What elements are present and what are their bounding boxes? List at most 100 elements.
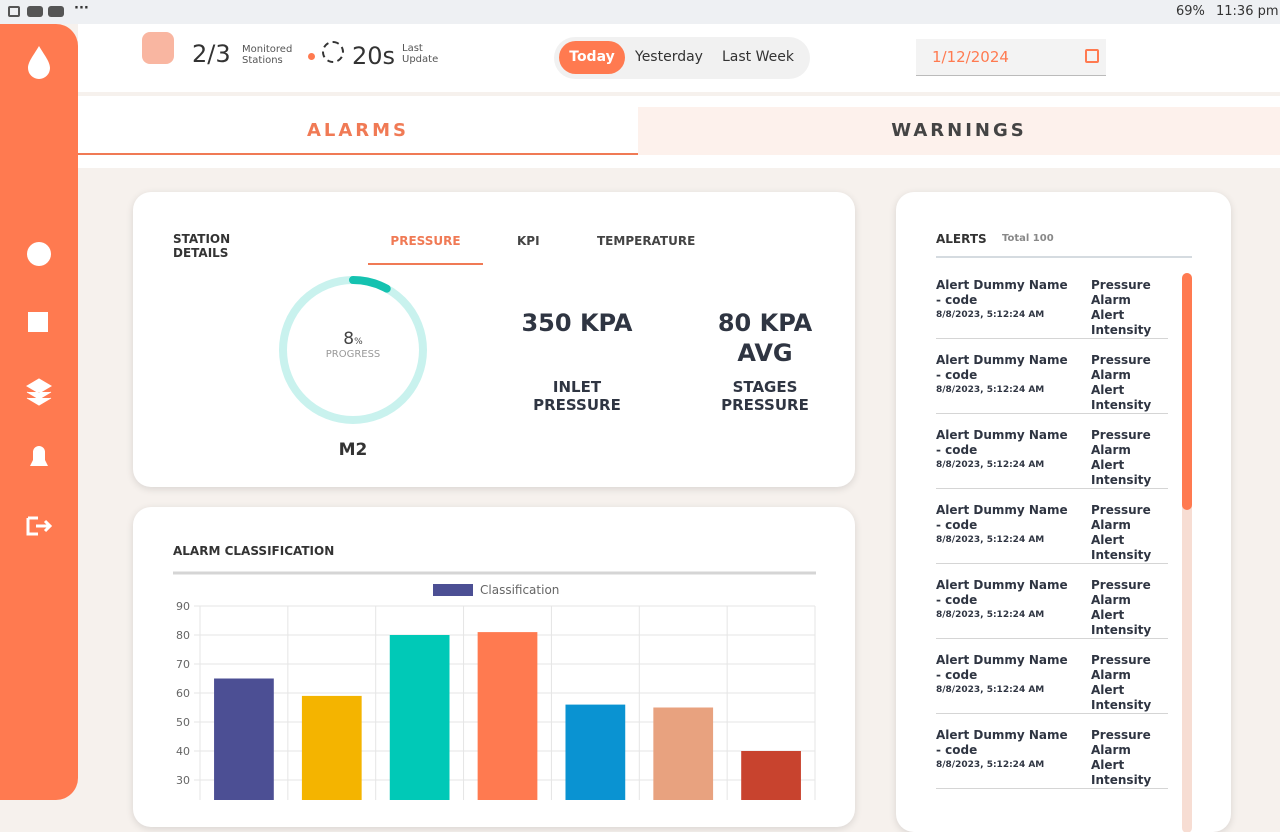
y-tick-label: 50 [176, 716, 190, 729]
scroll-thumb[interactable] [1182, 273, 1192, 510]
tab-kpi[interactable]: KPI [517, 234, 540, 248]
alert-item[interactable]: Alert Dummy Name - code 8/8/2023, 5:12:24… [896, 578, 1176, 653]
alert-item[interactable]: Alert Dummy Name - code 8/8/2023, 5:12:24… [896, 278, 1176, 353]
y-tick-label: 60 [176, 687, 190, 700]
alert-separator [936, 488, 1168, 489]
bar [389, 635, 450, 827]
alert-date: 8/8/2023, 5:12:24 AM [936, 535, 1045, 545]
chart-card: ALARM CLASSIFICATION Classification 30 40 5… [133, 507, 855, 827]
alert-date: 8/8/2023, 5:12:24 AM [936, 610, 1045, 620]
nav-logout[interactable] [26, 516, 53, 536]
alert-type: Pressure Alarm Alert Intensity [1091, 353, 1152, 412]
nav-alerts[interactable] [30, 446, 48, 466]
battery: 69% [1176, 4, 1205, 19]
alert-name: Alert Dummy Name - code [936, 428, 1068, 457]
alert-item[interactable]: Alert Dummy Name - code 8/8/2023, 5:12:24… [896, 428, 1176, 503]
alert-date: 8/8/2023, 5:12:24 AM [936, 760, 1045, 770]
nav-layers[interactable] [26, 378, 52, 406]
tab-warnings[interactable]: WARNINGS [891, 120, 1027, 141]
more-icon: ··· [74, 1, 89, 16]
alert-name: Alert Dummy Name - code [936, 503, 1068, 532]
alert-type: Pressure Alarm Alert Intensity [1091, 503, 1152, 562]
youtube-icon [27, 6, 43, 17]
progress-arc [349, 276, 391, 293]
tab-bar: ALARMS WARNINGS [78, 96, 1280, 168]
station-card: STATION DETAILS PRESSURE KPI TEMPERATURE… [133, 192, 855, 487]
metric-value: 80 KPA AVG [717, 309, 813, 367]
range-last-week[interactable]: Last Week [722, 49, 794, 65]
progress-value: 8 [343, 329, 355, 349]
update-label: Last Update [402, 43, 439, 65]
alert-date: 8/8/2023, 5:12:24 AM [936, 310, 1045, 320]
stations-count: 2/3 [192, 40, 231, 68]
alert-date: 8/8/2023, 5:12:24 AM [936, 685, 1045, 695]
clock: 11:36 pm [1216, 4, 1279, 19]
alert-name: Alert Dummy Name - code [936, 353, 1068, 382]
alerts-card: ALERTS Total 100 Alert Dummy Name - code… [896, 192, 1231, 832]
alert-type: Pressure Alarm Alert Intensity [1091, 653, 1152, 712]
alert-separator [936, 788, 1168, 789]
alerts-rule [936, 256, 1192, 258]
station-name: M2 [338, 440, 368, 460]
alert-date: 8/8/2023, 5:12:24 AM [936, 385, 1045, 395]
alert-type: Pressure Alarm Alert Intensity [1091, 728, 1152, 787]
scroll-track [1182, 273, 1192, 832]
alert-separator [936, 713, 1168, 714]
alert-separator [936, 338, 1168, 339]
calendar-icon[interactable] [1085, 49, 1099, 63]
chart-title: ALARM CLASSIFICATION [173, 544, 334, 558]
logo[interactable] [28, 46, 50, 79]
alerts-title: ALERTS [936, 232, 987, 246]
bar [653, 707, 714, 827]
alert-separator [936, 413, 1168, 414]
station-icon [142, 32, 174, 64]
alert-item[interactable]: Alert Dummy Name - code 8/8/2023, 5:12:24… [896, 503, 1176, 578]
bar [301, 695, 362, 827]
range-yesterday[interactable]: Yesterday [635, 49, 703, 65]
metric-label: INLET PRESSURE [533, 378, 621, 414]
stations-label: Monitored Stations [242, 44, 293, 66]
alert-name: Alert Dummy Name - code [936, 653, 1068, 682]
alert-item[interactable]: Alert Dummy Name - code 8/8/2023, 5:12:24… [896, 653, 1176, 728]
legend-label: Classification [480, 583, 559, 597]
header: 2/3 Monitored Stations 20s Last Update T… [78, 24, 1280, 92]
alert-type: Pressure Alarm Alert Intensity [1091, 428, 1152, 487]
alert-item[interactable]: Alert Dummy Name - code 8/8/2023, 5:12:24… [896, 353, 1176, 428]
chart: ALARM CLASSIFICATION Classification 30 40 5… [173, 544, 816, 827]
bar [214, 678, 274, 827]
alert-separator [936, 563, 1168, 564]
progress-unit: % [354, 337, 363, 347]
update-dot [308, 53, 315, 60]
bar [741, 751, 801, 827]
warnings-tab-bg [638, 107, 1280, 155]
refresh-icon[interactable] [322, 41, 344, 63]
bar [565, 704, 626, 827]
sidebar [0, 24, 78, 800]
tab-alarms[interactable]: ALARMS [306, 120, 410, 141]
status-bar: ··· 69% 11:36 pm [0, 0, 1280, 24]
alert-separator [936, 638, 1168, 639]
alert-type: Pressure Alarm Alert Intensity [1091, 278, 1152, 337]
progress-ring [279, 276, 427, 424]
range-today[interactable]: Today [559, 41, 625, 74]
alert-name: Alert Dummy Name - code [936, 728, 1068, 757]
alert-item[interactable]: Alert Dummy Name - code 8/8/2023, 5:12:24… [896, 728, 1176, 803]
date-input[interactable] [916, 39, 1106, 76]
y-tick-label: 80 [176, 629, 190, 642]
tab-pressure[interactable]: PRESSURE [390, 234, 461, 248]
alert-name: Alert Dummy Name - code [936, 278, 1068, 307]
bar [477, 632, 538, 827]
nav-grid[interactable] [28, 312, 48, 332]
legend-swatch [433, 584, 473, 596]
y-tick-label: 70 [176, 658, 190, 671]
nav-dashboard[interactable] [27, 242, 51, 266]
y-tick-label: 30 [176, 774, 190, 787]
alert-name: Alert Dummy Name - code [936, 578, 1068, 607]
y-tick-label: 90 [176, 600, 190, 613]
metric-label: STAGES PRESSURE [721, 378, 809, 414]
youtube-icon [48, 6, 64, 17]
metric-value: 350 KPA [521, 309, 633, 337]
alert-type: Pressure Alarm Alert Intensity [1091, 578, 1152, 637]
tab-temperature[interactable]: TEMPERATURE [597, 234, 696, 248]
